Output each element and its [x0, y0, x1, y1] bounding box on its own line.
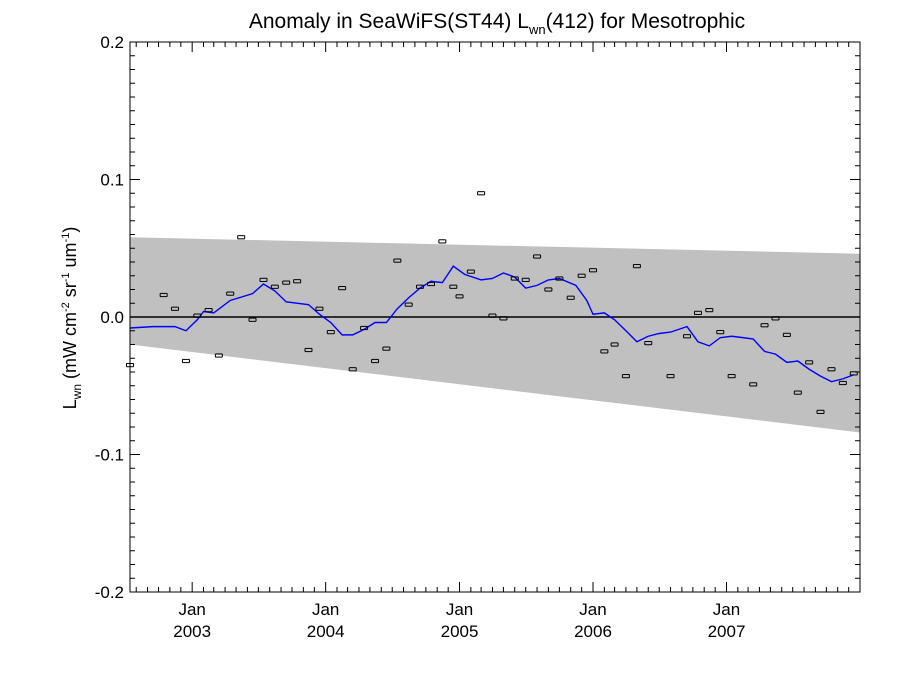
data-point	[577, 273, 586, 278]
y-axis-label-mid-2: um	[60, 242, 80, 272]
x-tick-label-year: 2003	[173, 622, 211, 641]
data-point	[248, 317, 257, 322]
data-point	[326, 330, 335, 335]
data-point	[404, 302, 413, 307]
data-point	[204, 308, 213, 313]
x-tick-label-month: Jan	[446, 600, 473, 619]
data-point	[193, 313, 202, 318]
data-point	[438, 239, 447, 244]
x-tick-label-month: Jan	[713, 600, 740, 619]
chart-title-subscript: wn	[528, 22, 546, 37]
data-point	[793, 390, 802, 395]
data-point	[477, 191, 486, 196]
data-point	[170, 306, 179, 311]
y-axis-label-sup-3: -1	[60, 233, 72, 243]
data-points	[126, 191, 858, 414]
x-tick-label-year: 2005	[441, 622, 479, 641]
y-axis-label: Lwn (mW cm-2 sr-1 um-1)	[60, 227, 84, 410]
data-point	[838, 380, 847, 386]
data-point	[771, 316, 780, 321]
data-point	[466, 269, 475, 274]
data-point	[555, 276, 564, 281]
chart-title: Anomaly in SeaWiFS(ST44) Lwn(412) for Me…	[249, 10, 745, 37]
y-axis-label-units-open: (mW cm	[60, 312, 80, 384]
data-point	[600, 349, 609, 354]
x-tick-labels: Jan 2003 Jan 2004 Jan 2005 Jan 2006 Jan 2007	[173, 600, 745, 641]
data-point	[348, 367, 357, 372]
data-point	[382, 346, 391, 351]
data-point	[416, 284, 425, 289]
x-tick-label-year: 2004	[307, 622, 345, 641]
data-point	[371, 358, 380, 364]
data-point	[760, 323, 769, 328]
data-point	[816, 409, 825, 414]
y-tick-labels: 0.2 0.1 0.0 -0.1 -0.2	[95, 33, 124, 602]
data-point	[589, 268, 598, 273]
data-point	[338, 286, 347, 291]
chart-title-suffix: (412) for Mesotrophic	[546, 10, 746, 33]
data-point	[621, 374, 630, 379]
data-point	[488, 313, 497, 318]
data-point	[705, 308, 714, 313]
data-point	[782, 332, 791, 337]
data-point	[683, 334, 692, 339]
data-point	[566, 295, 575, 300]
data-point	[632, 264, 641, 269]
data-point	[293, 279, 302, 284]
data-point	[237, 235, 246, 240]
y-tick-label: -0.1	[95, 446, 124, 465]
data-point	[449, 284, 458, 289]
data-point	[455, 294, 464, 299]
y-axis-label-units-close: )	[60, 227, 80, 233]
x-tick-label-month: Jan	[178, 600, 205, 619]
data-point	[749, 382, 758, 387]
data-point	[666, 374, 675, 379]
data-point	[693, 310, 702, 315]
data-point	[270, 284, 279, 289]
y-tick-label: 0.0	[100, 308, 124, 327]
data-point	[282, 280, 291, 285]
plot-area	[126, 41, 861, 593]
plot-frame	[129, 41, 861, 593]
data-point	[304, 347, 313, 353]
data-point	[827, 367, 836, 372]
data-point	[521, 277, 530, 282]
data-point	[159, 292, 168, 298]
data-point	[214, 353, 223, 358]
data-point	[181, 358, 190, 364]
y-tick-label: 0.1	[100, 171, 124, 190]
data-point	[544, 287, 553, 292]
y-axis-label-sup-2: -1	[60, 272, 72, 282]
data-point	[727, 374, 736, 379]
uncertainty-envelope	[130, 237, 860, 433]
data-point	[533, 254, 542, 259]
x-tick-label-month: Jan	[312, 600, 339, 619]
data-point	[426, 281, 435, 287]
chart-title-main: Anomaly in SeaWiFS(ST44) L	[249, 10, 529, 33]
data-point	[510, 276, 519, 281]
y-axis-label-base: L	[60, 399, 80, 409]
data-point	[610, 342, 619, 347]
y-axis-label-mid-1: sr	[60, 282, 80, 302]
x-tick-label-year: 2006	[574, 622, 612, 641]
data-point	[360, 325, 369, 331]
y-tick-label: -0.2	[95, 583, 124, 602]
y-axis-label-sup-1: -2	[60, 302, 72, 312]
data-point	[499, 316, 508, 321]
data-point	[259, 277, 268, 282]
y-tick-label: 0.2	[100, 33, 124, 52]
data-point	[805, 360, 814, 365]
x-tick-label-month: Jan	[579, 600, 606, 619]
x-tick-label-year: 2007	[708, 622, 746, 641]
data-point	[644, 341, 653, 346]
data-point	[393, 258, 402, 263]
data-point	[716, 330, 725, 335]
data-point	[226, 291, 235, 296]
y-axis-label-subscript: wn	[70, 384, 84, 400]
data-point	[315, 306, 324, 311]
